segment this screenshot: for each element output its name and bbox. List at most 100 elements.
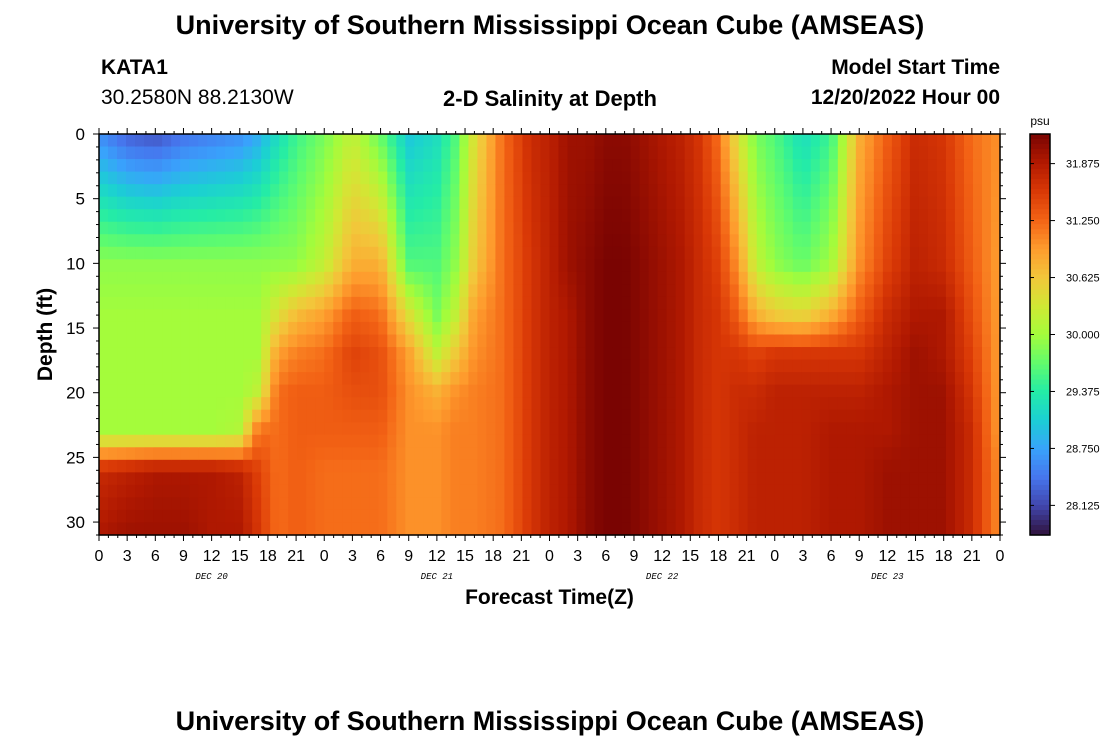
heatmap-cell [432,221,442,235]
heatmap-cell [594,134,605,148]
heatmap-cell [243,134,253,148]
heatmap-cell [423,309,433,323]
heatmap-cell [846,497,857,511]
heatmap-cell [576,397,587,411]
heatmap-cell [351,359,361,373]
heatmap-cell [261,221,271,235]
heatmap-cell [459,209,470,223]
heatmap-cell [270,134,280,148]
heatmap-cell [108,309,118,323]
heatmap-cell [360,184,370,198]
heatmap-cell [135,234,145,248]
heatmap-cell [135,472,145,486]
heatmap-cell [675,434,686,448]
heatmap-cell [252,484,262,499]
heatmap-cell [522,159,533,173]
heatmap-cell [792,321,803,336]
heatmap-cell [396,509,406,524]
heatmap-cell [351,296,361,311]
heatmap-cell [414,434,424,448]
heatmap-cell [666,509,677,524]
heatmap-cell [612,359,623,373]
heatmap-cell [261,209,271,223]
heatmap-cell [108,271,118,285]
heatmap-cell [405,196,415,210]
heatmap-cell [936,184,947,198]
heatmap-cell [153,221,163,235]
heatmap-cell [405,372,415,386]
heatmap-cell [396,184,406,198]
heatmap-cell [306,321,316,336]
heatmap-cell [396,334,406,348]
heatmap-cell [666,422,677,436]
heatmap-cell [396,472,406,486]
heatmap-cell [774,409,785,423]
heatmap-cell [945,321,956,336]
heatmap-cell [234,184,244,198]
heatmap-cell [612,184,623,198]
heatmap-cell [774,422,785,436]
heatmap-cell [990,284,1001,298]
heatmap-cell [351,509,361,524]
heatmap-cell [864,246,875,260]
heatmap-cell [441,484,451,499]
heatmap-cell [594,447,605,461]
heatmap-cell [279,384,289,398]
heatmap-cell [405,447,415,461]
heatmap-cell [792,259,803,273]
heatmap-cell [243,359,253,373]
heatmap-cell [603,497,614,511]
heatmap-cell [279,497,289,511]
heatmap-cell [477,209,488,223]
heatmap-cell [279,397,289,411]
heatmap-cell [180,459,190,473]
heatmap-cell [117,184,127,198]
heatmap-cell [279,309,289,323]
heatmap-cell [342,409,352,423]
heatmap-cell [243,284,253,298]
heatmap-cell [954,134,965,148]
colorbar-segment [1030,439,1050,446]
heatmap-cell [801,284,812,298]
heatmap-cell [954,184,965,198]
heatmap-cell [927,259,938,273]
heatmap-cell [738,184,749,198]
heatmap-cell [549,196,560,210]
heatmap-cell [99,209,109,223]
heatmap-cell [189,171,199,185]
heatmap-cell [477,134,488,148]
heatmap-cell [567,472,578,486]
heatmap-cell [432,259,442,273]
heatmap-cell [162,509,172,524]
heatmap-cell [549,234,560,248]
heatmap-cell [423,246,433,260]
heatmap-cell [126,196,136,210]
heatmap-cell [891,334,902,348]
heatmap-cell [207,309,217,323]
heatmap-cell [765,384,776,398]
heatmap-cell [882,296,893,311]
heatmap-cell [513,384,524,398]
heatmap-cell [729,509,740,524]
heatmap-cell [396,171,406,185]
heatmap-cell [189,497,199,511]
heatmap-cell [432,509,442,524]
heatmap-cell [756,522,767,536]
heatmap-cell [324,209,334,223]
heatmap-cell [297,484,307,499]
heatmap-cell [801,447,812,461]
heatmap-cell [621,359,632,373]
heatmap-cell [810,221,821,235]
heatmap-cell [531,384,542,398]
heatmap-cell [315,422,325,436]
heatmap-cell [297,384,307,398]
heatmap-cell [945,146,956,160]
heatmap-cell [657,246,668,260]
heatmap-cell [729,484,740,499]
heatmap-cell [702,447,713,461]
heatmap-cell [126,384,136,398]
heatmap-cell [630,347,641,361]
heatmap-cell [297,259,307,273]
heatmap-cell [342,234,352,248]
heatmap-cell [441,246,451,260]
